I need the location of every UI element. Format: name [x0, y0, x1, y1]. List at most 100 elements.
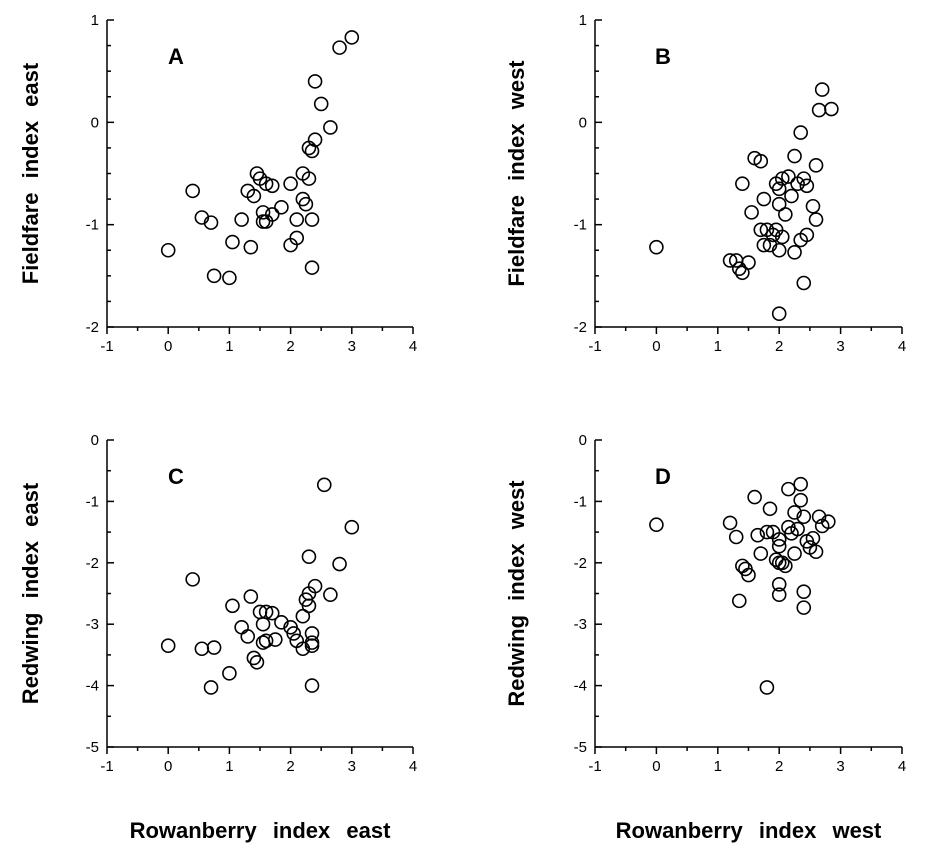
data-point: [796, 584, 812, 599]
data-point: [741, 567, 756, 583]
data-point: [304, 260, 320, 275]
y-axis-label: Fieldfare index west: [504, 60, 529, 287]
x-tick-label: 4: [409, 338, 417, 355]
data-point: [301, 171, 317, 186]
y-tick-label: -1: [86, 217, 99, 234]
x-tick-label: 3: [836, 338, 844, 355]
data-point: [249, 654, 265, 670]
data-point: [722, 515, 738, 531]
data-point: [234, 212, 249, 227]
data-point: [781, 481, 796, 497]
data-point: [332, 556, 347, 572]
data-point: [206, 268, 222, 284]
y-tick-label: -2: [574, 555, 587, 572]
data-point: [781, 169, 796, 184]
data-point: [787, 148, 802, 164]
data-point: [799, 227, 815, 243]
data-point: [796, 600, 812, 615]
data-point: [274, 615, 289, 630]
data-point: [298, 196, 314, 212]
y-axis-label: Redwing index west: [504, 480, 529, 707]
data-point: [194, 641, 210, 657]
data-point: [787, 244, 802, 260]
data-point: [258, 604, 274, 620]
data-point: [808, 158, 824, 173]
data-point: [771, 576, 787, 592]
data-point: [753, 222, 769, 238]
data-point: [728, 529, 744, 545]
panel-letter: A: [168, 44, 184, 69]
x-axis-label: Rowanberry index west: [616, 818, 882, 843]
x-tick-label: -1: [100, 338, 113, 355]
y-tick-label: 0: [91, 432, 99, 449]
x-tick-label: 2: [775, 338, 783, 355]
x-tick-label: 3: [348, 758, 356, 775]
data-point: [759, 524, 775, 540]
data-point: [304, 212, 320, 227]
data-point: [301, 598, 317, 614]
data-point: [304, 143, 320, 159]
data-point: [264, 178, 280, 194]
data-point: [756, 191, 772, 207]
x-tick-label: 1: [714, 338, 722, 355]
x-tick-label: 3: [836, 758, 844, 775]
x-tick-label: -1: [588, 338, 601, 355]
data-point: [234, 619, 249, 635]
y-tick-label: -3: [86, 616, 99, 633]
data-point: [243, 589, 259, 604]
x-tick-label: 1: [225, 758, 233, 775]
data-point: [160, 638, 176, 653]
panel-c: -1 0 1 2 3 4 -5 -4 -3 -2 -1 0 C Redwing index east Row…: [18, 432, 417, 843]
data-point: [258, 176, 274, 192]
data-point: [793, 125, 808, 140]
data-point: [332, 40, 347, 55]
data-point: [304, 626, 320, 641]
data-point: [759, 680, 775, 695]
y-tick-label: 0: [579, 114, 587, 131]
data-point: [787, 505, 802, 520]
data-point: [246, 188, 262, 204]
data-point: [793, 476, 808, 492]
data-point: [307, 578, 323, 594]
x-tick-label: 1: [225, 338, 233, 355]
data-point: [771, 181, 787, 197]
data-point: [255, 616, 271, 632]
data-point: [240, 629, 256, 644]
data-point: [323, 587, 338, 603]
data-point: [316, 477, 332, 493]
data-point: [258, 633, 274, 649]
data-point: [307, 74, 323, 89]
data-point: [771, 538, 787, 554]
data-point: [344, 519, 360, 535]
data-point: [808, 212, 824, 227]
data-point: [747, 489, 762, 505]
x-tick-label: -1: [100, 758, 113, 775]
data-point: [323, 120, 338, 135]
data-point: [313, 96, 329, 112]
data-point: [799, 178, 815, 194]
data-point: [784, 188, 799, 204]
data-point: [264, 207, 280, 222]
panel-d: -1 0 1 2 3 4 -5 -4 -3 -2 -1 0 D Redwing index west Row…: [504, 432, 906, 843]
data-point: [289, 212, 305, 227]
data-point: [286, 626, 301, 641]
data-point: [225, 234, 240, 250]
data-point: [274, 199, 289, 215]
data-point: [243, 239, 259, 255]
data-point: [808, 544, 824, 560]
data-point: [771, 242, 787, 258]
data-point: [307, 132, 323, 148]
data-point: [771, 532, 787, 547]
data-point: [811, 102, 827, 118]
panel-letter: D: [655, 464, 671, 489]
data-point: [744, 205, 759, 220]
y-tick-label: -3: [574, 616, 587, 633]
data-point: [774, 555, 790, 571]
data-point: [222, 666, 237, 681]
data-point: [821, 514, 836, 529]
x-tick-label: 0: [652, 758, 660, 775]
data-point: [735, 176, 750, 192]
